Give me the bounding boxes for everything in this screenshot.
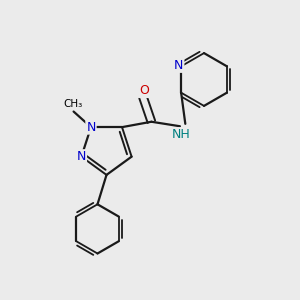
Text: N: N [174,59,183,72]
Text: N: N [86,121,96,134]
Text: O: O [139,84,149,97]
Text: N: N [77,150,86,163]
Text: NH: NH [172,128,191,141]
Text: CH₃: CH₃ [63,99,82,109]
